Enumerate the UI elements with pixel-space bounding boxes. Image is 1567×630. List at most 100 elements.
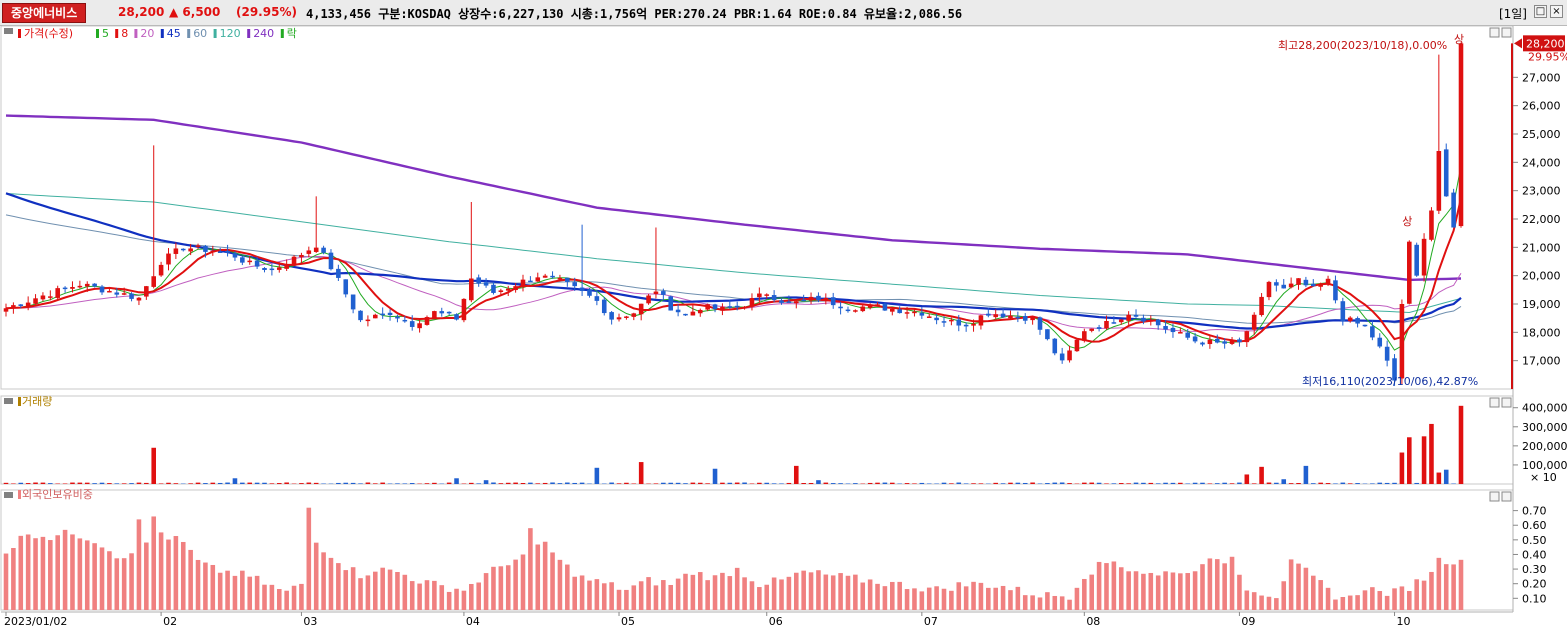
foreign-bar <box>439 585 445 610</box>
legend-swatch <box>187 29 191 38</box>
foreign-bar <box>890 581 895 610</box>
volume-bar <box>84 482 90 484</box>
legend-label-5: 60 <box>193 27 207 40</box>
volume-bar <box>1347 483 1353 484</box>
foreign-legend-swatch <box>18 490 21 499</box>
foreign-bar <box>84 540 90 610</box>
volume-bar <box>867 482 873 484</box>
volume-bar <box>1141 482 1146 484</box>
candle <box>1274 282 1279 286</box>
volume-bar <box>572 482 577 484</box>
maximize-icon[interactable]: □ <box>1534 5 1547 18</box>
volume-bar <box>336 482 341 484</box>
candle <box>121 293 127 295</box>
last-pct-label: 29.95% <box>1528 50 1567 63</box>
legend-label-8: 락 <box>287 27 297 40</box>
foreign-bar <box>350 567 356 610</box>
foreign-bar <box>587 580 592 610</box>
candle <box>1089 328 1095 331</box>
candle <box>661 291 666 295</box>
candle <box>993 314 998 318</box>
candle <box>1052 338 1058 354</box>
candle <box>483 282 489 286</box>
stock-chart[interactable]: 17,000 18,000 19,000 20,000 21,000 22,000 23,0… <box>0 26 1567 630</box>
legend-label-7: 240 <box>253 27 274 40</box>
volume-bar <box>372 483 378 484</box>
candle <box>808 296 814 301</box>
foreign-bar <box>1207 558 1213 610</box>
current-price: 28,200 <box>118 5 165 19</box>
panel-menu-icon <box>4 492 13 498</box>
candle <box>1451 192 1456 228</box>
candle <box>402 319 408 322</box>
candle <box>638 303 644 315</box>
volume-bar <box>505 482 511 484</box>
candle <box>1037 317 1043 330</box>
foreign-bar <box>18 535 24 610</box>
foreign-bar <box>631 585 637 610</box>
period-selector[interactable]: [1일] <box>1498 7 1527 21</box>
volume-bar <box>1163 482 1168 484</box>
volume-bar <box>993 482 998 484</box>
candle <box>92 283 97 287</box>
stock-name-badge[interactable]: 중앙에너비스 <box>2 3 87 23</box>
candle <box>40 295 46 300</box>
foreign-bar <box>180 541 186 610</box>
volume-bar <box>594 467 600 484</box>
candle <box>291 256 297 266</box>
volume-bar <box>18 482 24 484</box>
ma8-line <box>5 197 1462 343</box>
candle <box>372 314 378 319</box>
volume-bar <box>1377 482 1383 484</box>
foreign-bar <box>845 575 851 610</box>
panel-menu-icon <box>4 398 13 404</box>
candle <box>1259 296 1264 316</box>
foreign-bar <box>601 583 607 610</box>
foreign-bar <box>816 570 821 610</box>
candle <box>941 321 947 323</box>
candle <box>1392 358 1397 381</box>
candle <box>84 283 90 287</box>
candle <box>845 309 851 312</box>
volume-legend-swatch <box>18 397 21 406</box>
candle <box>823 298 829 300</box>
foreign-bar <box>1089 574 1095 610</box>
candle <box>129 293 134 299</box>
panel-settings-icon <box>1489 27 1500 38</box>
candle <box>890 308 895 312</box>
candle <box>675 309 681 313</box>
volume-bar <box>609 482 614 484</box>
legend-label-4: 45 <box>167 27 181 40</box>
candle <box>114 292 120 295</box>
foreign-bar <box>92 543 97 610</box>
candle <box>1340 301 1346 322</box>
volume-bar <box>830 483 836 484</box>
candle <box>1178 332 1183 334</box>
foreign-bar <box>638 581 644 610</box>
candle <box>1096 327 1102 329</box>
x-tick-label: 08 <box>1086 615 1100 628</box>
ma20-line <box>5 255 1462 332</box>
foreign-bar <box>882 586 888 610</box>
candle <box>262 268 267 270</box>
foreign-bar <box>934 586 939 610</box>
volume-bar <box>3 482 9 484</box>
volume-bar <box>166 482 171 484</box>
volume-bar <box>956 482 962 484</box>
volume-bar <box>395 483 400 484</box>
foreign-bar <box>136 519 142 610</box>
volume-bar <box>949 483 954 484</box>
volume-bar <box>771 483 777 484</box>
volume-bar <box>476 483 481 484</box>
legend-swatch <box>96 29 99 38</box>
foreign-bar <box>1303 567 1309 610</box>
candle <box>476 277 481 284</box>
volume-bar <box>904 483 910 484</box>
close-icon[interactable]: × <box>1550 5 1563 18</box>
foreign-bar <box>1274 598 1279 610</box>
candle <box>232 253 238 258</box>
foreign-bar <box>653 585 659 610</box>
limit-up-label: 상 <box>1402 215 1412 228</box>
volume-bar <box>1133 482 1139 484</box>
candle <box>801 299 806 302</box>
